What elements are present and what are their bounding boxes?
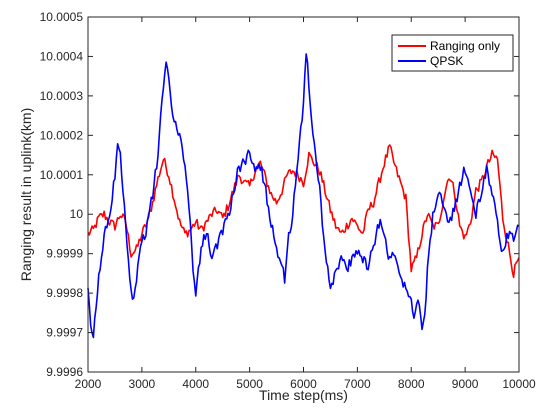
x-tick-label: 4000 <box>182 377 209 391</box>
plot-area: 2000 3000 4000 5000 6000 7000 8000 9000 10000 9.… <box>40 10 536 391</box>
y-axis-ticks: 9.9996 9.9997 9.9998 9.9999 10 10.0001 10.0002… <box>40 10 519 379</box>
y-axis-label: Ranging result in uplink(km) <box>18 108 34 282</box>
legend-entry-ranging-only: Ranging only <box>430 39 500 53</box>
x-axis-label: Time step(ms) <box>259 387 348 403</box>
y-tick-label: 9.9997 <box>46 326 83 340</box>
x-tick-label: 9000 <box>452 377 479 391</box>
y-tick-label: 9.9998 <box>46 286 83 300</box>
y-tick-label: 10.0001 <box>40 168 84 182</box>
x-tick-label: 3000 <box>129 377 156 391</box>
legend-entry-qpsk: QPSK <box>430 54 463 68</box>
axes-background <box>88 17 519 372</box>
series-line-ranging-only <box>87 144 520 279</box>
y-tick-label: 10.0003 <box>40 89 84 103</box>
y-tick-label: 9.9999 <box>46 247 83 261</box>
series-layer <box>87 53 520 339</box>
y-tick-label: 10.0005 <box>40 10 84 24</box>
series-line-qpsk <box>87 53 520 339</box>
y-tick-label: 10 <box>70 207 84 221</box>
x-tick-label: 7000 <box>344 377 371 391</box>
x-axis-ticks: 2000 3000 4000 5000 6000 7000 8000 9000 10000 <box>75 17 536 391</box>
x-tick-label: 8000 <box>398 377 425 391</box>
y-tick-label: 10.0002 <box>40 128 84 142</box>
x-tick-label: 6000 <box>290 377 317 391</box>
legend-box <box>391 34 514 72</box>
y-tick-label: 10.0004 <box>40 49 84 63</box>
x-tick-label: 2000 <box>75 377 102 391</box>
legend: Ranging only QPSK <box>391 34 514 72</box>
x-tick-label: 5000 <box>236 377 263 391</box>
x-tick-label: 10000 <box>502 377 536 391</box>
y-tick-label: 9.9996 <box>46 365 83 379</box>
